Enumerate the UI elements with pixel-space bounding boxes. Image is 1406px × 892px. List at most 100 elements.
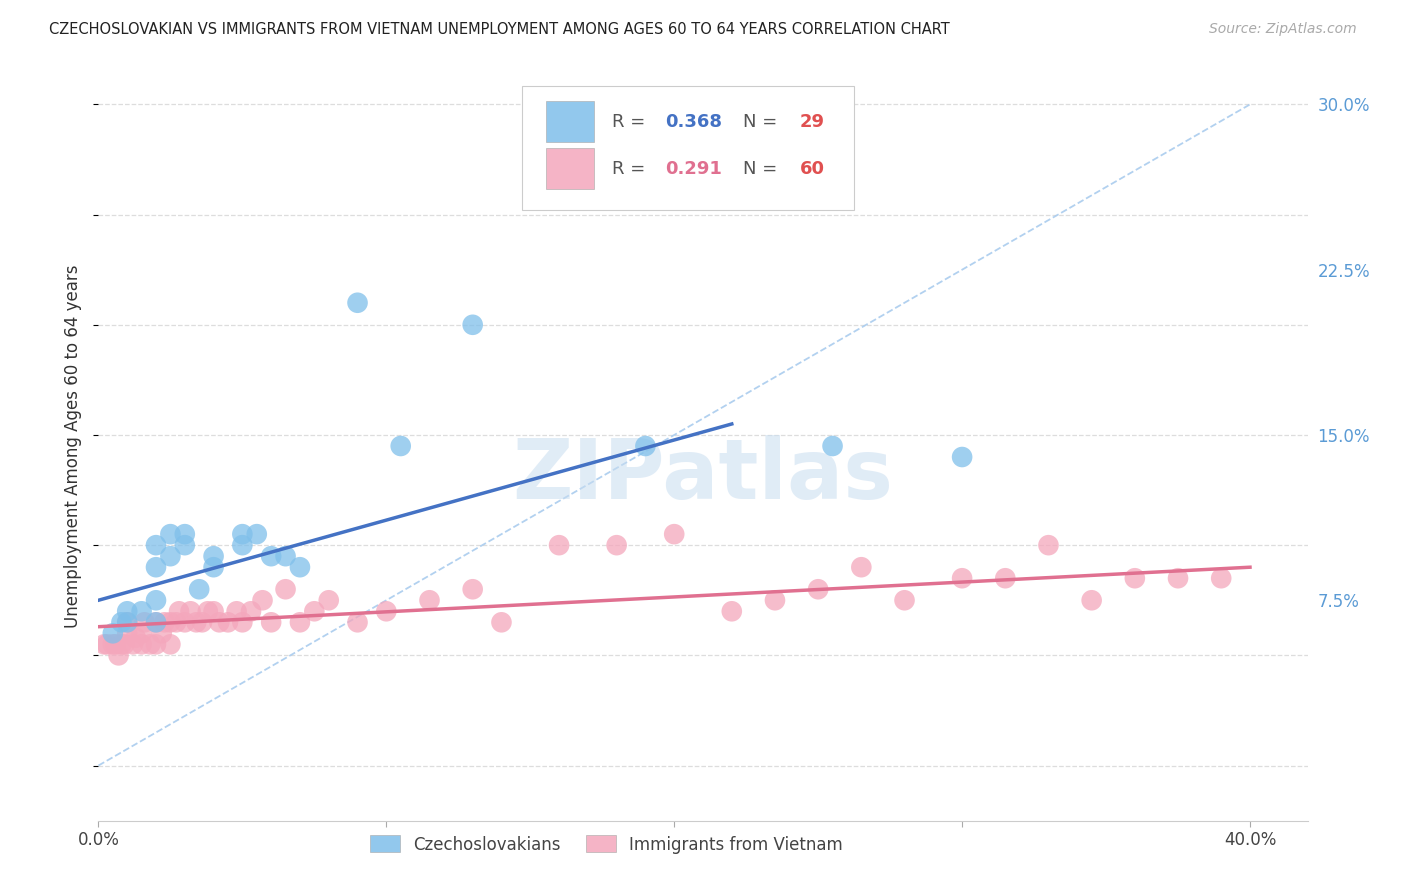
Point: [96, 637, 118, 651]
Text: Source: ZipAtlas.com: Source: ZipAtlas.com: [1209, 22, 1357, 37]
Point: [112, 637, 135, 651]
Point: [202, 560, 225, 574]
Point: [231, 527, 253, 541]
Point: [260, 615, 283, 630]
Point: [246, 527, 269, 541]
Point: [346, 295, 368, 310]
Point: [107, 648, 129, 663]
FancyBboxPatch shape: [522, 87, 855, 210]
Point: [131, 626, 153, 640]
Point: [180, 604, 202, 618]
Text: R =: R =: [613, 112, 651, 130]
Text: R =: R =: [613, 160, 651, 178]
Point: [821, 439, 844, 453]
Point: [461, 582, 484, 597]
Point: [202, 604, 225, 618]
Point: [115, 615, 138, 630]
Point: [252, 593, 274, 607]
Point: [159, 527, 181, 541]
Point: [122, 637, 145, 651]
Point: [150, 626, 173, 640]
Point: [720, 604, 742, 618]
Point: [125, 631, 148, 645]
Point: [104, 637, 127, 651]
Point: [288, 615, 311, 630]
Point: [1080, 593, 1102, 607]
Point: [197, 604, 219, 618]
Text: ZIPatlas: ZIPatlas: [513, 435, 893, 516]
Text: 60: 60: [800, 160, 825, 178]
Text: N =: N =: [742, 112, 783, 130]
Point: [145, 637, 167, 651]
Point: [131, 604, 153, 618]
Text: 0.368: 0.368: [665, 112, 723, 130]
Point: [153, 615, 176, 630]
Point: [304, 604, 326, 618]
Point: [159, 615, 181, 630]
Point: [274, 582, 297, 597]
Point: [139, 637, 162, 651]
Text: 0.291: 0.291: [665, 160, 723, 178]
Point: [145, 593, 167, 607]
Point: [1123, 571, 1146, 585]
Point: [131, 637, 153, 651]
Point: [101, 637, 124, 651]
Point: [188, 582, 211, 597]
Point: [606, 538, 628, 552]
Point: [173, 615, 195, 630]
Point: [225, 604, 247, 618]
Point: [145, 615, 167, 630]
Point: [260, 549, 283, 564]
Point: [664, 527, 686, 541]
Point: [893, 593, 915, 607]
Point: [191, 615, 214, 630]
Point: [288, 560, 311, 574]
Point: [115, 626, 138, 640]
Point: [274, 549, 297, 564]
Point: [145, 538, 167, 552]
FancyBboxPatch shape: [546, 101, 595, 142]
Y-axis label: Unemployment Among Ages 60 to 64 years: Unemployment Among Ages 60 to 64 years: [65, 264, 83, 628]
Point: [165, 615, 187, 630]
Point: [1167, 571, 1189, 585]
Point: [634, 439, 657, 453]
Point: [186, 615, 208, 630]
Point: [950, 571, 973, 585]
Point: [418, 593, 440, 607]
Point: [167, 604, 190, 618]
Point: [110, 637, 132, 651]
Point: [318, 593, 340, 607]
Point: [491, 615, 513, 630]
Point: [115, 615, 138, 630]
Point: [807, 582, 830, 597]
Text: CZECHOSLOVAKIAN VS IMMIGRANTS FROM VIETNAM UNEMPLOYMENT AMONG AGES 60 TO 64 YEAR: CZECHOSLOVAKIAN VS IMMIGRANTS FROM VIETN…: [49, 22, 950, 37]
FancyBboxPatch shape: [546, 148, 595, 189]
Point: [93, 637, 115, 651]
Legend: Czechoslovakians, Immigrants from Vietnam: Czechoslovakians, Immigrants from Vietna…: [370, 835, 842, 854]
Point: [173, 538, 195, 552]
Point: [461, 318, 484, 332]
Text: 29: 29: [800, 112, 825, 130]
Point: [145, 615, 167, 630]
Point: [763, 593, 786, 607]
Point: [231, 538, 253, 552]
Point: [533, 186, 555, 200]
Point: [217, 615, 239, 630]
Point: [110, 615, 132, 630]
Point: [548, 538, 571, 552]
Point: [240, 604, 263, 618]
Point: [115, 604, 138, 618]
Point: [950, 450, 973, 464]
Point: [159, 549, 181, 564]
Point: [208, 615, 231, 630]
Point: [389, 439, 412, 453]
Point: [202, 549, 225, 564]
Point: [375, 604, 398, 618]
Point: [851, 560, 873, 574]
Point: [994, 571, 1017, 585]
Point: [145, 560, 167, 574]
Point: [1211, 571, 1233, 585]
Point: [101, 626, 124, 640]
Text: N =: N =: [742, 160, 783, 178]
Point: [1038, 538, 1060, 552]
